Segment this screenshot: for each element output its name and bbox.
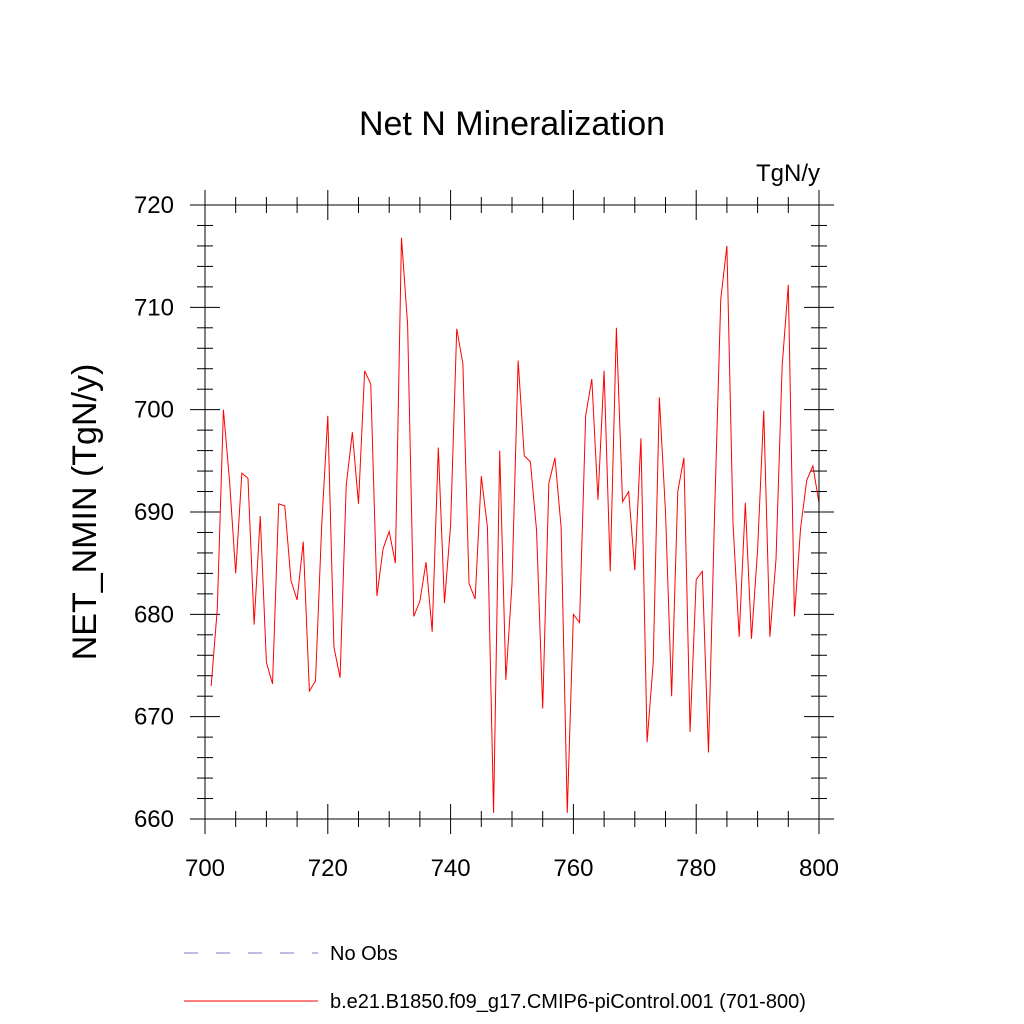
x-tick-label: 800	[799, 855, 839, 882]
y-tick-label: 700	[134, 397, 174, 424]
legend-label-model: b.e21.B1850.f09_g17.CMIP6-piControl.001 …	[330, 991, 806, 1013]
x-tick-label: 780	[676, 855, 716, 882]
y-tick-label: 680	[134, 601, 174, 628]
y-tick-label: 660	[134, 806, 174, 833]
y-tick-label: 720	[134, 192, 174, 219]
units-label: TgN/y	[756, 160, 820, 187]
series-group	[210, 237, 820, 813]
chart-title: Net N Mineralization	[359, 105, 665, 143]
y-tick-label: 690	[134, 499, 174, 526]
legend: No Obs b.e21.B1850.f09_g17.CMIP6-piContr…	[184, 943, 806, 1013]
plot-frame	[204, 204, 820, 820]
x-tick-label: 740	[431, 855, 471, 882]
legend-label-no-obs: No Obs	[330, 943, 398, 965]
y-axis-label: NET_NMIN (TgN/y)	[66, 364, 104, 661]
x-tick-label: 700	[185, 855, 225, 882]
y-tick-label: 670	[134, 704, 174, 731]
x-tick-label: 720	[308, 855, 348, 882]
y-tick-label: 710	[134, 294, 174, 321]
axis-ticks	[190, 190, 834, 834]
axis-tick-labels: 700 720 740 760 780 800 660 670 680 690 700 710 720	[134, 192, 839, 882]
x-tick-label: 760	[553, 855, 593, 882]
series-line	[210, 237, 820, 813]
